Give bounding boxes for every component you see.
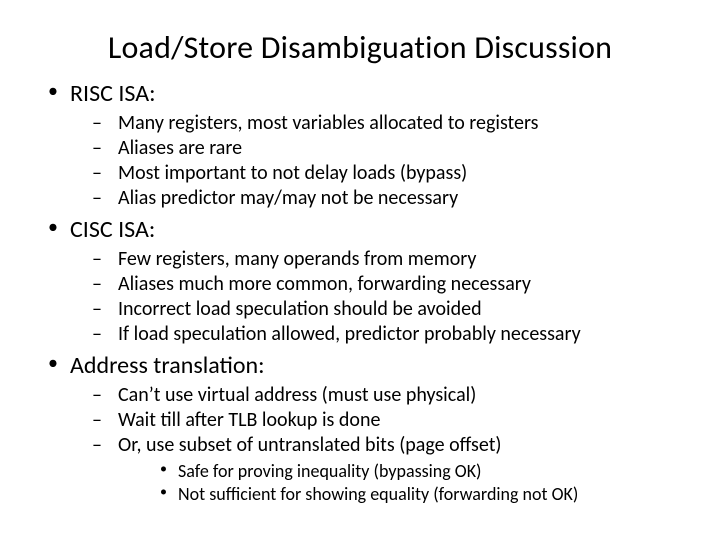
bullet-list-lvl2: Few registers, many operands from memory… [70, 247, 680, 347]
bullet-text: Incorrect load speculation should be avo… [118, 297, 482, 321]
bullet-lvl2: Aliases much more common, forwarding nec… [70, 272, 680, 297]
bullet-lvl1: Address translation: Can’t use virtual a… [40, 351, 680, 505]
bullet-lvl2: Few registers, many operands from memory [70, 247, 680, 272]
bullet-list-lvl2: Many registers, most variables allocated… [70, 111, 680, 211]
bullet-text: Aliases much more common, forwarding nec… [118, 272, 531, 296]
bullet-list-lvl3: Safe for proving inequality (bypassing O… [118, 460, 680, 505]
bullet-lvl3: Not sufficient for showing equality (for… [118, 483, 680, 506]
bullet-lvl1: CISC ISA: Few registers, many operands f… [40, 215, 680, 347]
slide-title: Load/Store Disambiguation Discussion [40, 28, 680, 67]
bullet-lvl1: RISC ISA: Many registers, most variables… [40, 79, 680, 211]
bullet-text: Many registers, most variables allocated… [118, 111, 538, 135]
bullet-text: Wait till after TLB lookup is done [118, 408, 380, 432]
bullet-text: Address translation: [70, 351, 265, 380]
bullet-lvl2: Many registers, most variables allocated… [70, 111, 680, 136]
bullet-lvl2: If load speculation allowed, predictor p… [70, 322, 680, 347]
bullet-text: Not sufficient for showing equality (for… [178, 483, 578, 505]
bullet-lvl2: Incorrect load speculation should be avo… [70, 297, 680, 322]
bullet-text: Safe for proving inequality (bypassing O… [178, 460, 482, 482]
bullet-lvl2: Wait till after TLB lookup is done [70, 408, 680, 433]
bullet-text: Aliases are rare [118, 136, 242, 160]
bullet-list-lvl2: Can’t use virtual address (must use phys… [70, 383, 680, 505]
bullet-text: If load speculation allowed, predictor p… [118, 322, 581, 346]
bullet-lvl2: Or, use subset of untranslated bits (pag… [70, 433, 680, 505]
bullet-lvl2: Alias predictor may/may not be necessary [70, 186, 680, 211]
bullet-text: Or, use subset of untranslated bits (pag… [118, 433, 501, 457]
bullet-list: RISC ISA: Many registers, most variables… [40, 79, 680, 505]
bullet-lvl2: Aliases are rare [70, 136, 680, 161]
bullet-text: Few registers, many operands from memory [118, 247, 476, 271]
bullet-lvl2: Most important to not delay loads (bypas… [70, 161, 680, 186]
slide: Load/Store Disambiguation Discussion RIS… [0, 0, 720, 540]
bullet-text: Most important to not delay loads (bypas… [118, 161, 467, 185]
bullet-text: Alias predictor may/may not be necessary [118, 186, 458, 210]
bullet-lvl3: Safe for proving inequality (bypassing O… [118, 460, 680, 483]
bullet-text: Can’t use virtual address (must use phys… [118, 383, 476, 407]
bullet-text: CISC ISA: [70, 215, 155, 244]
bullet-text: RISC ISA: [70, 79, 156, 108]
bullet-lvl2: Can’t use virtual address (must use phys… [70, 383, 680, 408]
